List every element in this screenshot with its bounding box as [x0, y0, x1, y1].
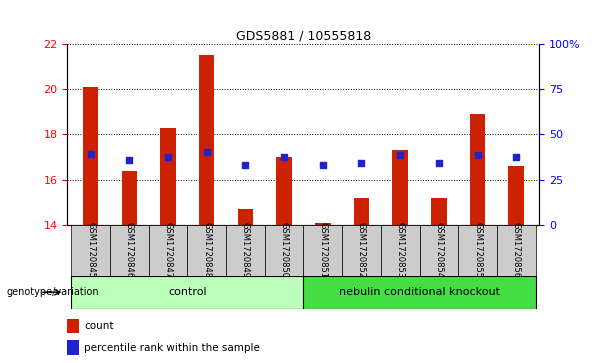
Bar [315, 223, 330, 225]
Text: GSM1720849: GSM1720849 [241, 223, 250, 278]
Bar [226, 225, 265, 276]
Point [163, 154, 173, 160]
Text: GSM1720850: GSM1720850 [280, 223, 289, 278]
Bar [160, 127, 176, 225]
Bar [121, 171, 137, 225]
Point [318, 162, 328, 168]
Bar [265, 225, 303, 276]
Bar [342, 225, 381, 276]
Point [395, 152, 405, 158]
Point [511, 154, 521, 160]
Title: GDS5881 / 10555818: GDS5881 / 10555818 [236, 29, 371, 42]
Text: GSM1720846: GSM1720846 [125, 223, 134, 278]
Point [240, 162, 250, 168]
Bar [276, 157, 292, 225]
Text: GSM1720847: GSM1720847 [164, 223, 172, 278]
Text: percentile rank within the sample: percentile rank within the sample [84, 343, 260, 352]
Bar [431, 198, 447, 225]
Text: nebulin conditional knockout: nebulin conditional knockout [339, 287, 500, 297]
Bar [71, 276, 303, 309]
Bar [470, 114, 485, 225]
Bar [303, 225, 342, 276]
Point [279, 154, 289, 160]
Bar [149, 225, 188, 276]
Text: GSM1720848: GSM1720848 [202, 223, 211, 278]
Text: GSM1720851: GSM1720851 [318, 223, 327, 278]
Bar [83, 87, 98, 225]
Bar [67, 319, 79, 333]
Bar [188, 225, 226, 276]
Text: GSM1720852: GSM1720852 [357, 223, 366, 278]
Text: genotype/variation: genotype/variation [6, 287, 99, 297]
Point [124, 158, 134, 163]
Bar [67, 340, 79, 355]
Text: GSM1720855: GSM1720855 [473, 223, 482, 278]
Text: GSM1720856: GSM1720856 [512, 223, 520, 278]
Bar [354, 198, 369, 225]
Bar [419, 225, 458, 276]
Bar [110, 225, 149, 276]
Point [202, 150, 211, 155]
Bar [497, 225, 536, 276]
Point [434, 160, 444, 166]
Bar [303, 276, 536, 309]
Bar [392, 150, 408, 225]
Bar [238, 209, 253, 225]
Text: GSM1720845: GSM1720845 [86, 223, 95, 278]
Bar [71, 225, 110, 276]
Text: GSM1720853: GSM1720853 [395, 223, 405, 278]
Bar [381, 225, 419, 276]
Point [86, 151, 96, 156]
Bar [458, 225, 497, 276]
Bar [509, 166, 524, 225]
Text: control: control [168, 287, 207, 297]
Text: GSM1720854: GSM1720854 [435, 223, 443, 278]
Bar [199, 55, 215, 225]
Point [357, 160, 367, 166]
Text: count: count [84, 321, 113, 331]
Point [473, 152, 482, 158]
